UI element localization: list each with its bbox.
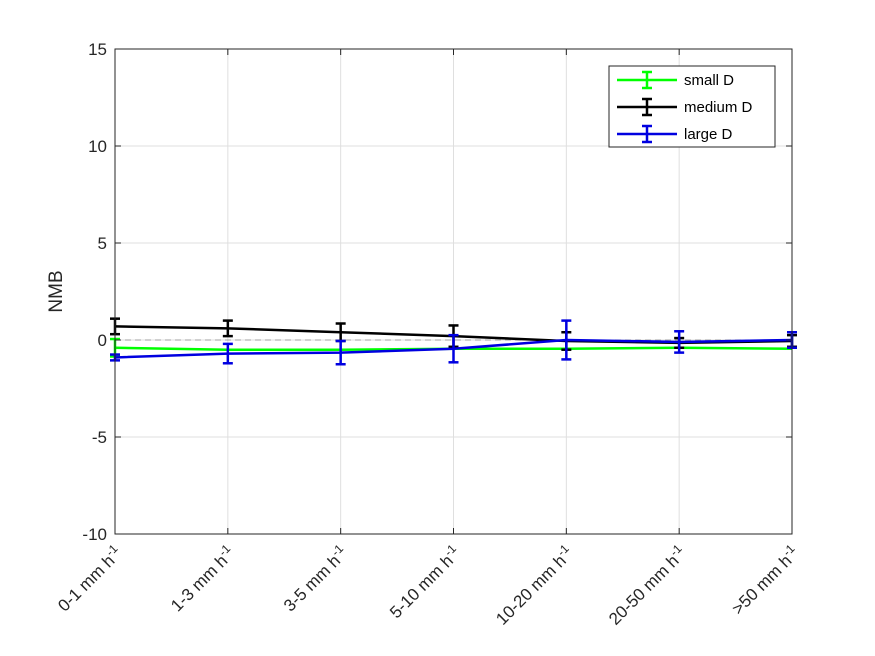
svg-text:20-50 mm h-1: 20-50 mm h-1 [603, 541, 690, 628]
legend-swatch-large-d [617, 124, 677, 144]
y-tick-label-2: 0 [98, 331, 107, 350]
x-tick-label-0: 0-1 mm h-1 [52, 541, 126, 615]
errorbar-large-d-4 [561, 319, 572, 361]
y-tick-label-3: 5 [98, 234, 107, 253]
y-tick-label-5: 15 [88, 40, 107, 59]
legend-entry-large-d: large D [617, 124, 733, 144]
legend-entry-small-d: small D [617, 70, 734, 90]
x-tick-label-5: 20-50 mm h-1 [603, 541, 690, 628]
errorbar-large-d-3 [448, 333, 459, 364]
legend-swatch-medium-d [617, 97, 677, 117]
svg-text:5-10 mm h-1: 5-10 mm h-1 [384, 541, 465, 622]
svg-text:10-20 mm h-1: 10-20 mm h-1 [490, 541, 577, 628]
legend: small D medium D large D [608, 65, 776, 148]
errorbar-large-d-2 [335, 339, 346, 366]
legend-swatch-small-d [617, 70, 677, 90]
errorbar-large-d-1 [222, 342, 233, 365]
svg-text:>50 mm h-1: >50 mm h-1 [726, 541, 803, 618]
legend-label-small-d: small D [684, 72, 734, 89]
x-tick-label-4: 10-20 mm h-1 [490, 541, 577, 628]
y-axis-label: NMB [46, 270, 67, 312]
y-tick-label-1: -5 [92, 428, 107, 447]
svg-text:3-5 mm h-1: 3-5 mm h-1 [278, 541, 352, 615]
x-tick-label-1: 1-3 mm h-1 [165, 541, 239, 615]
y-tick-label-0: -10 [82, 525, 107, 544]
errorbar-large-d-5 [674, 330, 685, 354]
x-tick-label-6: >50 mm h-1 [726, 541, 803, 618]
y-tick-label-4: 10 [88, 137, 107, 156]
legend-label-large-d: large D [684, 126, 733, 143]
x-tick-label-3: 5-10 mm h-1 [384, 541, 465, 622]
svg-text:0-1 mm h-1: 0-1 mm h-1 [52, 541, 126, 615]
legend-entry-medium-d: medium D [617, 97, 753, 117]
svg-text:1-3 mm h-1: 1-3 mm h-1 [165, 541, 239, 615]
legend-label-medium-d: medium D [684, 99, 753, 116]
x-tick-label-2: 3-5 mm h-1 [278, 541, 352, 615]
series-layer [110, 317, 797, 366]
errorbar-medium-d-1 [222, 319, 233, 338]
